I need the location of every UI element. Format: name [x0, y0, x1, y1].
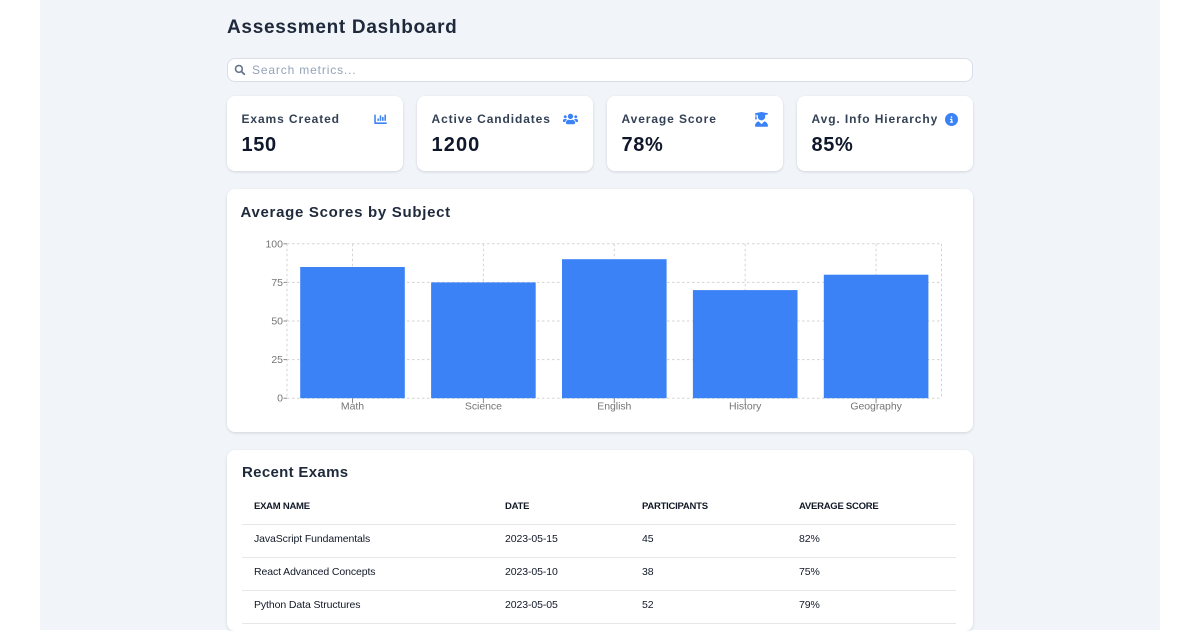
- svg-text:Geography: Geography: [850, 401, 902, 413]
- svg-text:50: 50: [271, 316, 283, 328]
- svg-text:75: 75: [271, 277, 283, 289]
- svg-text:Math: Math: [341, 401, 364, 413]
- svg-text:Science: Science: [465, 401, 502, 413]
- svg-text:0: 0: [277, 393, 283, 405]
- svg-text:25: 25: [271, 354, 283, 366]
- svg-text:100: 100: [265, 238, 283, 250]
- svg-text:History: History: [729, 401, 762, 413]
- svg-text:English: English: [597, 401, 631, 413]
